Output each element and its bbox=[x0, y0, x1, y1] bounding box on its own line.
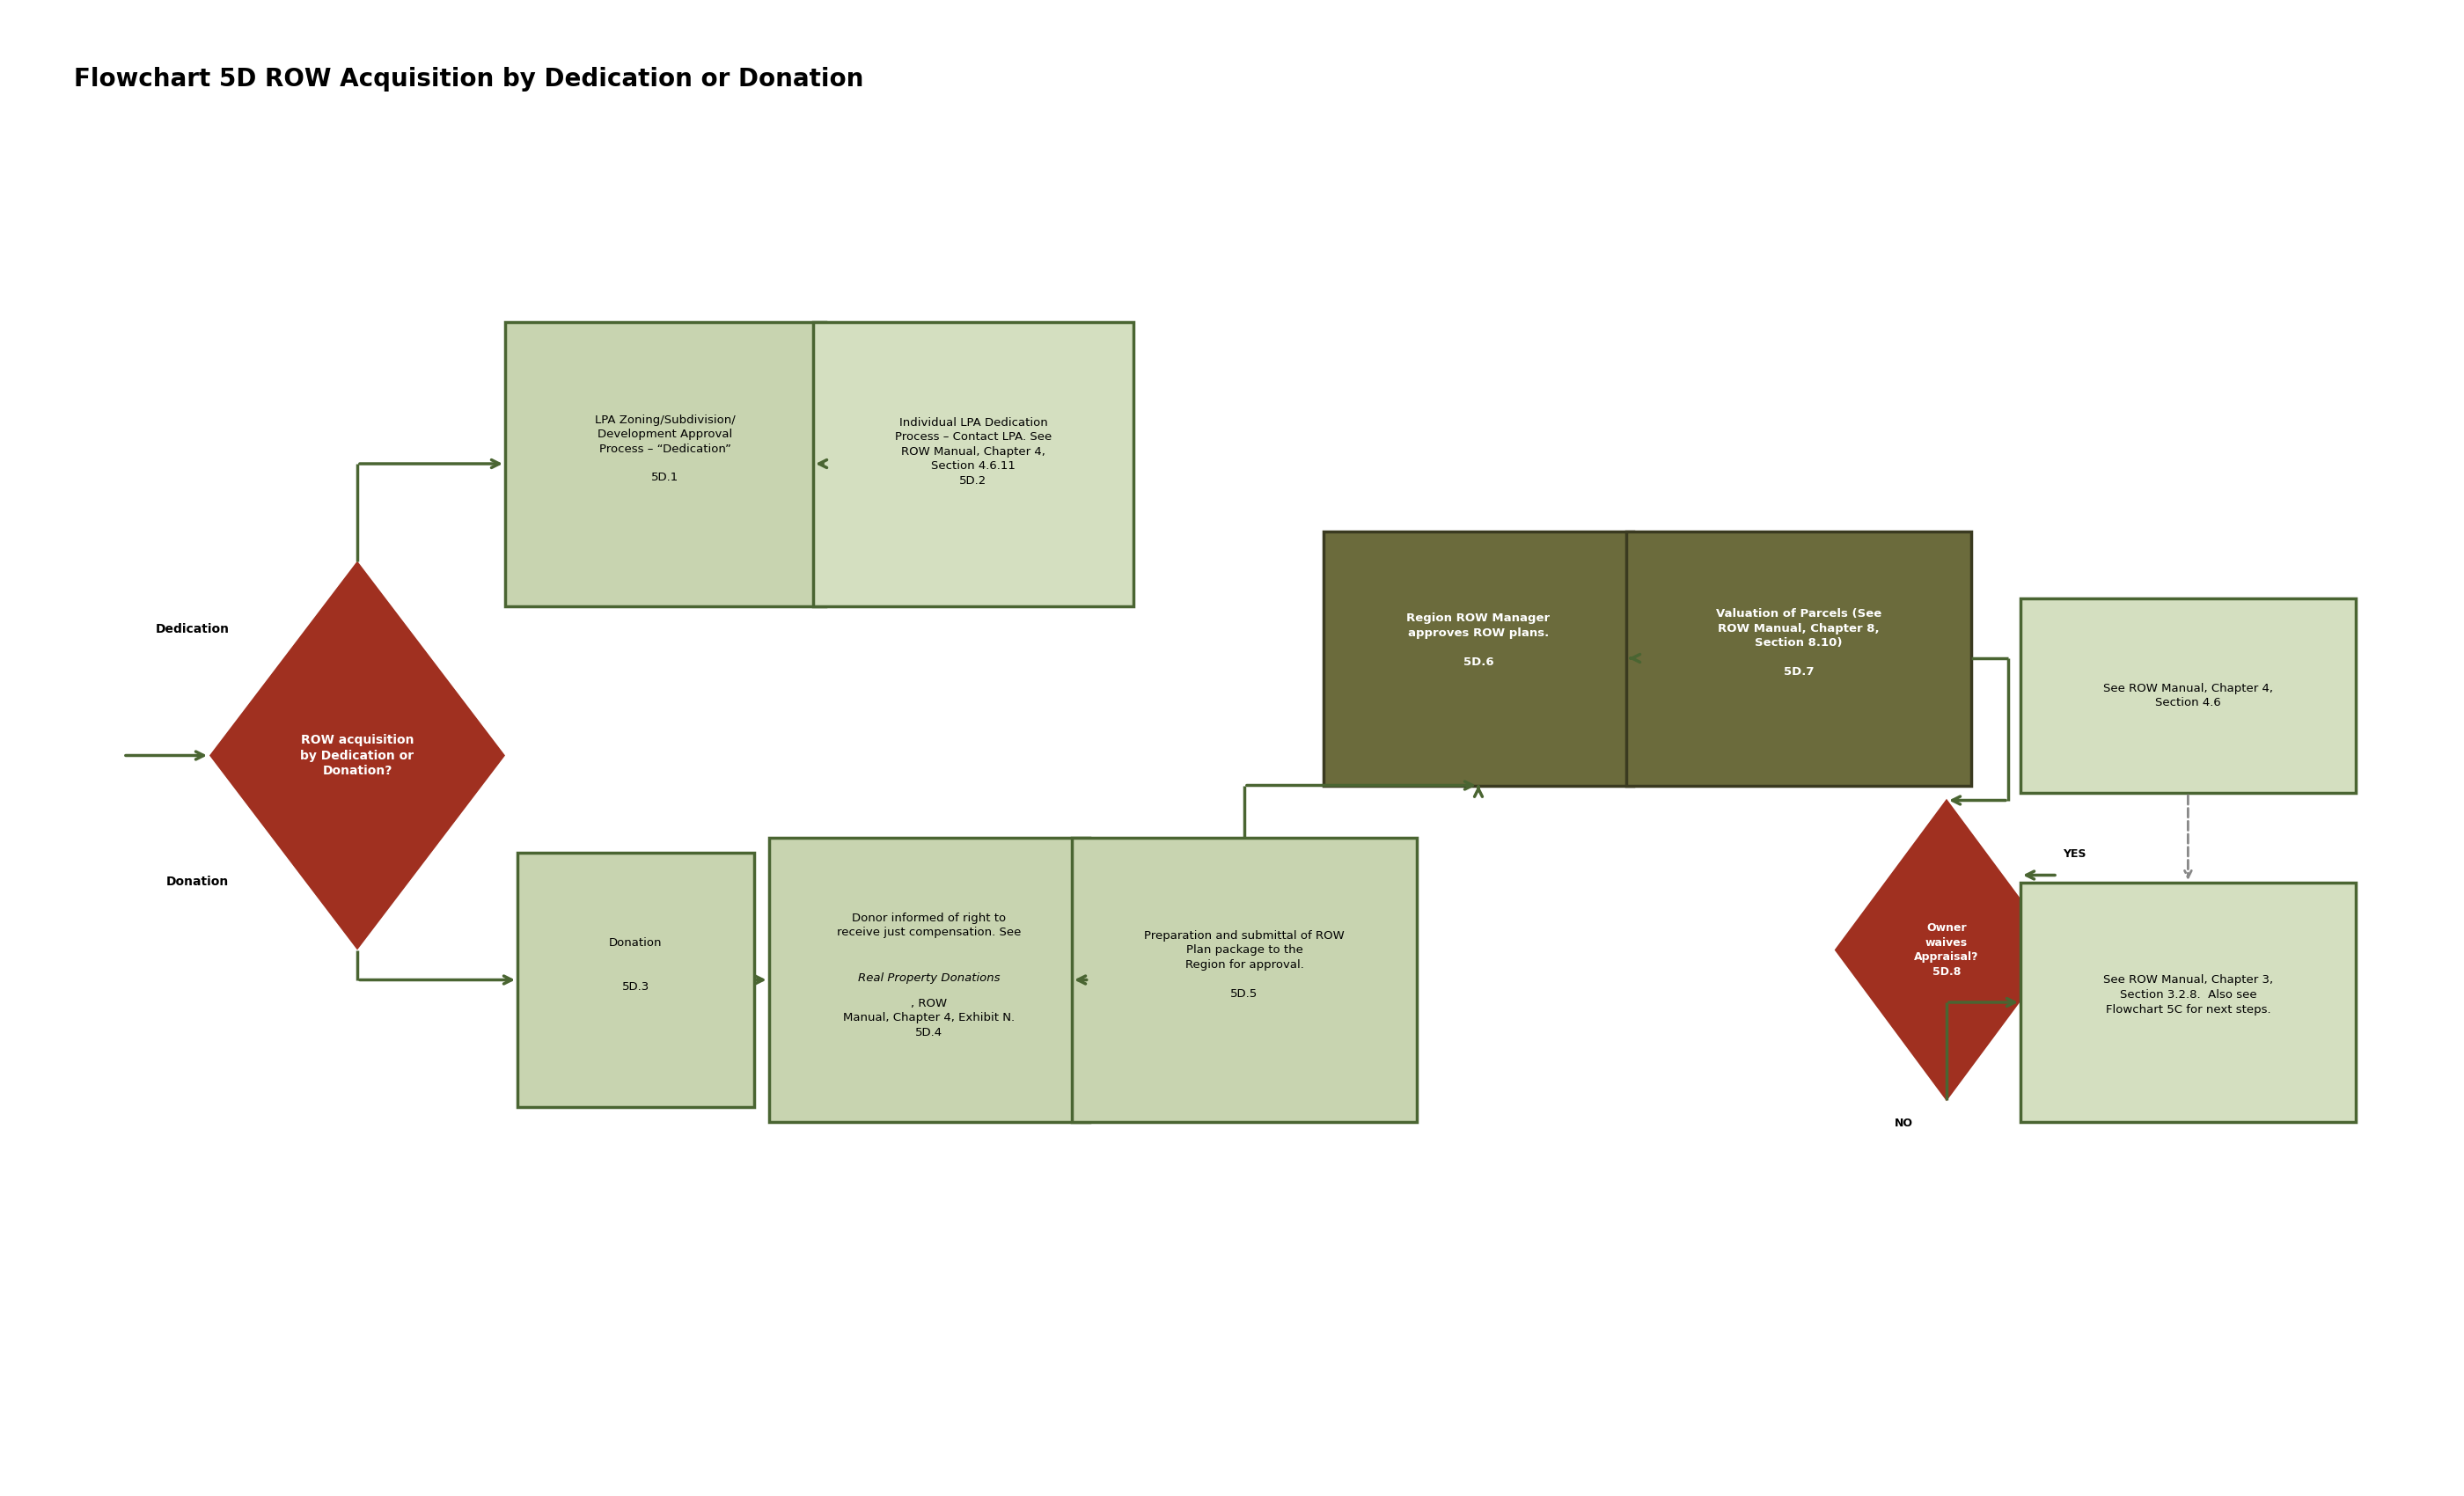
Polygon shape bbox=[209, 561, 505, 950]
Text: See ROW Manual, Chapter 4,
Section 4.6: See ROW Manual, Chapter 4, Section 4.6 bbox=[2104, 682, 2272, 709]
Text: Valuation of Parcels (See
ROW Manual, Chapter 8,
Section 8.10)

5D.7: Valuation of Parcels (See ROW Manual, Ch… bbox=[1715, 609, 1882, 678]
Text: See ROW Manual, Chapter 3,
Section 3.2.8.  Also see
Flowchart 5C for next steps.: See ROW Manual, Chapter 3, Section 3.2.8… bbox=[2104, 974, 2272, 1016]
FancyBboxPatch shape bbox=[1072, 838, 1417, 1122]
Text: Dedication: Dedication bbox=[155, 622, 229, 636]
FancyBboxPatch shape bbox=[505, 322, 825, 606]
Text: Preparation and submittal of ROW
Plan package to the
Region for approval.

5D.5: Preparation and submittal of ROW Plan pa… bbox=[1143, 931, 1345, 999]
FancyBboxPatch shape bbox=[769, 838, 1089, 1122]
Polygon shape bbox=[1836, 800, 2057, 1100]
Text: Owner
waives
Appraisal?
5D.8: Owner waives Appraisal? 5D.8 bbox=[1915, 923, 1979, 977]
Text: Donation: Donation bbox=[168, 875, 229, 889]
FancyBboxPatch shape bbox=[1626, 531, 1971, 785]
Text: Donor informed of right to
receive just compensation. See: Donor informed of right to receive just … bbox=[838, 913, 1020, 953]
FancyBboxPatch shape bbox=[1323, 531, 1634, 785]
Text: Flowchart 5D ROW Acquisition by Dedication or Donation: Flowchart 5D ROW Acquisition by Dedicati… bbox=[74, 67, 862, 91]
FancyBboxPatch shape bbox=[813, 322, 1133, 606]
FancyBboxPatch shape bbox=[517, 853, 754, 1107]
Text: Real Property Donations: Real Property Donations bbox=[857, 972, 1000, 984]
Text: NO: NO bbox=[1895, 1118, 1915, 1129]
Text: LPA Zoning/Subdivision/
Development Approval
Process – “Dedication”

5D.1: LPA Zoning/Subdivision/ Development Appr… bbox=[594, 414, 737, 483]
Text: , ROW
Manual, Chapter 4, Exhibit N.
5D.4: , ROW Manual, Chapter 4, Exhibit N. 5D.4 bbox=[843, 998, 1015, 1038]
Text: Donation


5D.3: Donation 5D.3 bbox=[609, 938, 663, 992]
FancyBboxPatch shape bbox=[2020, 598, 2356, 793]
FancyBboxPatch shape bbox=[2020, 883, 2356, 1122]
Text: Region ROW Manager
approves ROW plans.

5D.6: Region ROW Manager approves ROW plans. 5… bbox=[1407, 613, 1550, 667]
Text: ROW acquisition
by Dedication or
Donation?: ROW acquisition by Dedication or Donatio… bbox=[301, 733, 414, 778]
Text: Individual LPA Dedication
Process – Contact LPA. See
ROW Manual, Chapter 4,
Sect: Individual LPA Dedication Process – Cont… bbox=[894, 417, 1052, 486]
Text: YES: YES bbox=[2062, 848, 2085, 860]
